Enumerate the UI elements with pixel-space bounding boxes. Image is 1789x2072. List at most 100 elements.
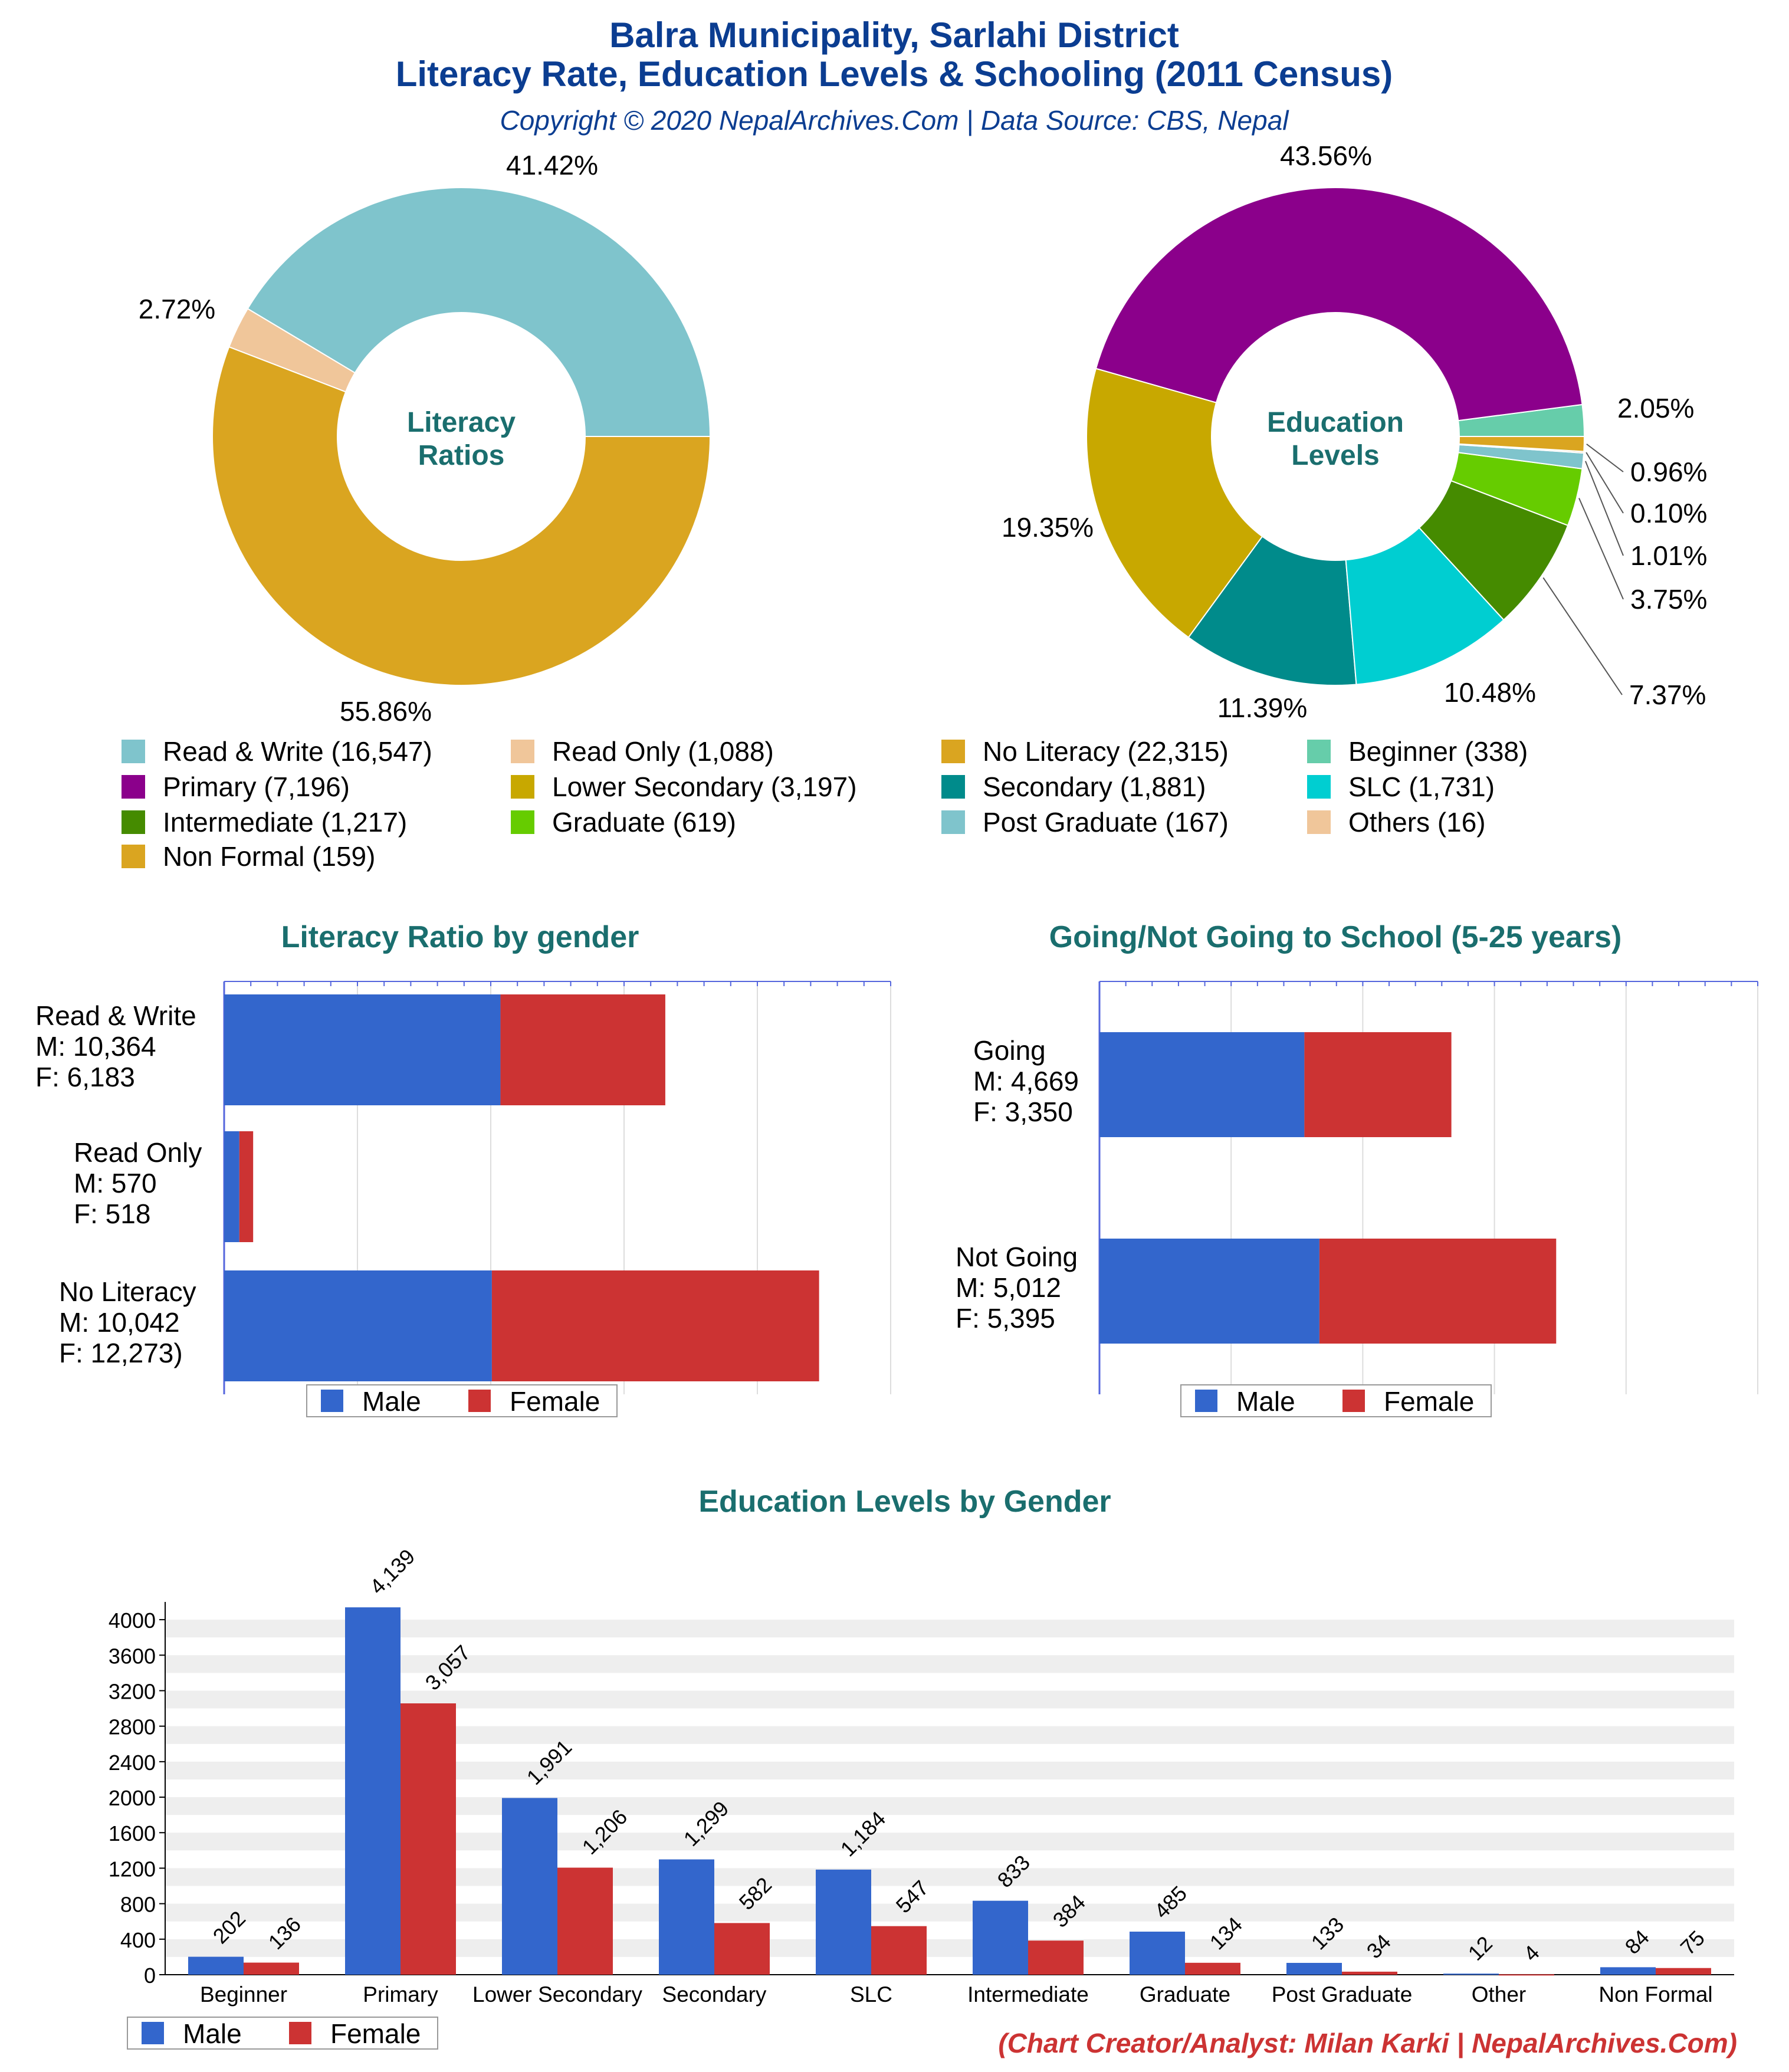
legend-swatch-female <box>1342 1390 1365 1412</box>
category-label: Read & Write <box>35 1000 196 1031</box>
percent-label-no-literacy: 55.86% <box>340 696 432 727</box>
leader-line <box>1586 452 1624 514</box>
education-by-gender-chart: 0400800120016002000240028003200360040002… <box>109 1544 1734 2050</box>
legend-swatch-graduate <box>511 810 534 834</box>
percent-label-primary: 43.56% <box>1280 140 1372 171</box>
legend-label-others: Others (16) <box>1348 807 1486 838</box>
y-tick-label: 3600 <box>109 1644 156 1668</box>
y-tick-label: 400 <box>120 1928 156 1952</box>
legend-swatch-male <box>321 1390 343 1412</box>
grid-band <box>165 1655 1734 1673</box>
x-tick-label: Secondary <box>662 1982 767 2007</box>
bar-read-write-female <box>500 994 665 1105</box>
legend-box <box>127 2017 438 2050</box>
x-tick-label: Lower Secondary <box>472 1982 642 2007</box>
bar-going-female <box>1304 1032 1452 1137</box>
x-tick-label: Other <box>1472 1982 1527 2007</box>
legend-label-lower-secondary: Lower Secondary (3,197) <box>552 771 857 802</box>
x-tick-label: Post Graduate <box>1272 1982 1413 2007</box>
legend-swatch-intermediate <box>122 810 145 834</box>
legend-label-male: Male <box>183 2018 242 2049</box>
donut-slice-read-write <box>247 187 711 437</box>
legend-label-female: Female <box>510 1386 600 1417</box>
donut-center-label: Education <box>1267 407 1404 438</box>
x-tick-label: Graduate <box>1140 1982 1230 2007</box>
category-value-label: F: 3,350 <box>973 1096 1073 1127</box>
category-value-label: F: 518 <box>74 1198 150 1229</box>
bar-going-male <box>1099 1032 1305 1137</box>
donut-slice-non-formal <box>1458 436 1586 452</box>
bar-slc-female <box>871 1926 927 1975</box>
bar-lower-secondary-female <box>557 1867 613 1975</box>
donut-slice-primary <box>1095 187 1583 422</box>
legend-label-non-formal: Non Formal (159) <box>163 841 375 872</box>
education-gender-chart-title: Education Levels by Gender <box>698 1485 1111 1519</box>
bar-non-formal-female <box>1656 1968 1711 1975</box>
percent-label-read-only: 2.72% <box>139 294 215 324</box>
category-value-label: F: 12,273) <box>59 1338 183 1368</box>
y-tick-label: 2400 <box>109 1751 156 1775</box>
legend-label-graduate: Graduate (619) <box>552 807 736 838</box>
percent-label-lower-secondary: 19.35% <box>1002 512 1094 543</box>
donut-center-label: Levels <box>1291 440 1379 471</box>
legend-box <box>1180 1384 1492 1417</box>
legend-swatch-read-write <box>122 740 145 763</box>
category-label: No Literacy <box>59 1276 196 1307</box>
leader-line <box>1578 498 1624 600</box>
legend-swatch-female <box>468 1390 491 1412</box>
title-line1: Balra Municipality, Sarlahi District <box>609 15 1179 55</box>
bar-beginner-female <box>244 1962 299 1975</box>
legend-swatch-male <box>142 2022 164 2044</box>
percent-label-intermediate: 7.37% <box>1629 679 1706 710</box>
grid-band <box>165 1620 1734 1638</box>
x-tick-label: Non Formal <box>1598 1982 1712 2007</box>
bar-read-only-female <box>239 1131 254 1242</box>
copyright-line: Copyright © 2020 NepalArchives.Com | Dat… <box>500 105 1289 136</box>
percent-label-post-graduate: 1.01% <box>1630 540 1707 571</box>
bar-not-going-female <box>1319 1239 1557 1344</box>
category-label: Not Going <box>956 1242 1078 1272</box>
legend-label-male: Male <box>362 1386 421 1417</box>
percent-label-beginner: 2.05% <box>1617 393 1694 423</box>
donut-legend: Read & Write (16,547) Read Only (1,088) No… <box>122 736 1528 872</box>
leader-line <box>1542 577 1623 695</box>
category-value-label: M: 4,669 <box>973 1066 1079 1096</box>
legend-label-read-write: Read & Write (16,547) <box>163 736 432 767</box>
legend-swatch-post-graduate <box>941 810 965 834</box>
bar-no-literacy-female <box>491 1270 819 1381</box>
bar-other-male <box>1443 1974 1499 1975</box>
legend-label-primary: Primary (7,196) <box>163 771 350 802</box>
legend-swatch-male <box>1195 1390 1217 1412</box>
bar-graduate-female <box>1185 1962 1240 1975</box>
legend-swatch-no-literacy <box>941 740 965 763</box>
bar-secondary-male <box>659 1859 714 1975</box>
bar-intermediate-male <box>973 1900 1028 1975</box>
legend-box <box>306 1384 618 1417</box>
x-tick-label: Primary <box>363 1982 438 2007</box>
bar-not-going-male <box>1099 1239 1319 1344</box>
category-value-label: M: 570 <box>74 1168 157 1198</box>
donut-slice-lower-secondary <box>1086 367 1263 639</box>
percent-label-secondary: 11.39% <box>1217 692 1308 723</box>
x-tick-label: Intermediate <box>967 1982 1089 2007</box>
creator-credit: (Chart Creator/Analyst: Milan Karki | Ne… <box>998 2028 1737 2058</box>
donut-slice-slc <box>1345 527 1505 685</box>
school-chart-title: Going/Not Going to School (5-25 years) <box>1049 920 1622 954</box>
education-levels-donut: 2.05% 43.56% 19.35% 11.39% 10.48% 7.37% 3.75% 1… <box>1002 140 1707 723</box>
legend-label-male: Male <box>1236 1386 1295 1417</box>
literacy-gender-chart-title: Literacy Ratio by gender <box>281 920 639 954</box>
donut-slice-secondary <box>1187 536 1357 686</box>
bar-read-write-male <box>224 994 501 1105</box>
percent-label-graduate: 3.75% <box>1630 584 1707 615</box>
category-value-label: F: 6,183 <box>35 1062 135 1092</box>
legend-label-post-graduate: Post Graduate (167) <box>983 807 1229 838</box>
bar-lower-secondary-male <box>502 1798 557 1975</box>
x-tick-label: SLC <box>850 1982 892 2007</box>
title-line2: Literacy Rate, Education Levels & School… <box>396 54 1393 94</box>
legend-label-beginner: Beginner (338) <box>1348 736 1528 767</box>
category-value-label: M: 10,042 <box>59 1307 180 1338</box>
